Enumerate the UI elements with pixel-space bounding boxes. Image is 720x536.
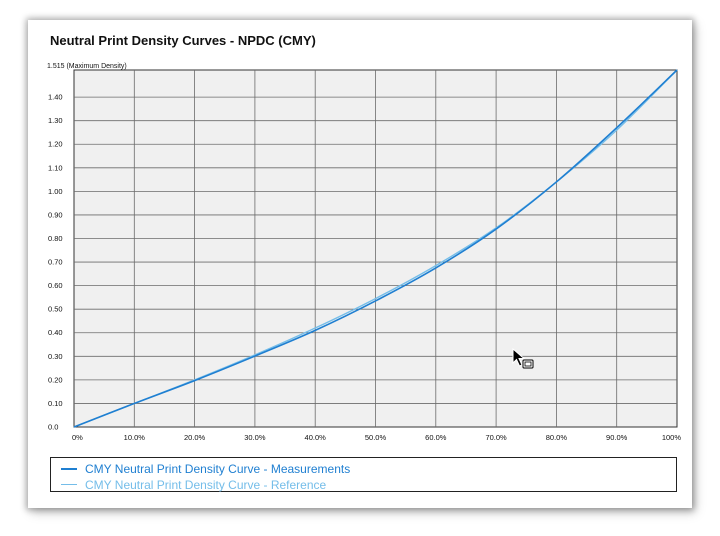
x-tick-label: 30.0%	[244, 433, 266, 442]
legend-item-reference: CMY Neutral Print Density Curve - Refere…	[61, 477, 326, 492]
series-lines	[73, 69, 678, 428]
y-tick-label: 0.70	[48, 258, 63, 267]
y-tick-label: 1.10	[48, 163, 63, 172]
x-tick-label: 80.0%	[546, 433, 568, 442]
y-max-label: 1.515 (Maximum Density)	[47, 63, 127, 70]
chart-svg: 0.0 0.10 0.20 0.30 0.40 0.50 0.60 0.70 0.80 0.90 1…	[47, 63, 681, 442]
x-tick-label: 40.0%	[305, 433, 327, 442]
x-tick-label: 20.0%	[184, 433, 206, 442]
legend-item-measurements: CMY Neutral Print Density Curve - Measur…	[61, 461, 350, 476]
y-tick-label: 0.40	[48, 328, 63, 337]
legend-swatch-measurements	[61, 467, 77, 470]
x-tick-label: 70.0%	[485, 433, 507, 442]
chart-panel: Neutral Print Density Curves - NPDC (CMY…	[28, 20, 692, 508]
x-tick-label: 90.0%	[606, 433, 628, 442]
chart-title: Neutral Print Density Curves - NPDC (CMY…	[50, 33, 316, 48]
x-tick-label: 60.0%	[425, 433, 447, 442]
x-tick-label: 100%	[662, 433, 682, 442]
y-tick-label: 0.90	[48, 210, 63, 219]
y-tick-label: 0.0	[48, 423, 58, 432]
series-line-measurements	[73, 69, 678, 428]
grid	[74, 70, 677, 427]
y-axis-labels: 0.0 0.10 0.20 0.30 0.40 0.50 0.60 0.70 0.80 0.90 1…	[48, 93, 63, 432]
y-tick-label: 0.80	[48, 234, 63, 243]
x-axis-labels: 0% 10.0% 20.0% 30.0% 40.0% 50.0% 60.0% 70.0% 80.…	[72, 433, 681, 442]
legend-swatch-reference	[61, 484, 77, 485]
mouse-pointer-icon	[512, 348, 534, 369]
y-tick-label: 0.50	[48, 305, 63, 314]
y-tick-label: 0.10	[48, 399, 63, 408]
x-tick-label: 0%	[72, 433, 83, 442]
y-tick-label: 0.60	[48, 281, 63, 290]
y-tick-label: 1.00	[48, 187, 63, 196]
legend: CMY Neutral Print Density Curve - Measur…	[50, 457, 677, 492]
y-tick-label: 0.20	[48, 375, 63, 384]
x-tick-label: 10.0%	[124, 433, 146, 442]
y-tick-label: 1.30	[48, 116, 63, 125]
x-tick-label: 50.0%	[365, 433, 387, 442]
y-tick-label: 0.30	[48, 352, 63, 361]
y-tick-label: 1.40	[48, 93, 63, 102]
y-tick-label: 1.20	[48, 140, 63, 149]
legend-label-reference: CMY Neutral Print Density Curve - Refere…	[85, 477, 327, 492]
legend-label-measurements: CMY Neutral Print Density Curve - Measur…	[85, 461, 351, 476]
